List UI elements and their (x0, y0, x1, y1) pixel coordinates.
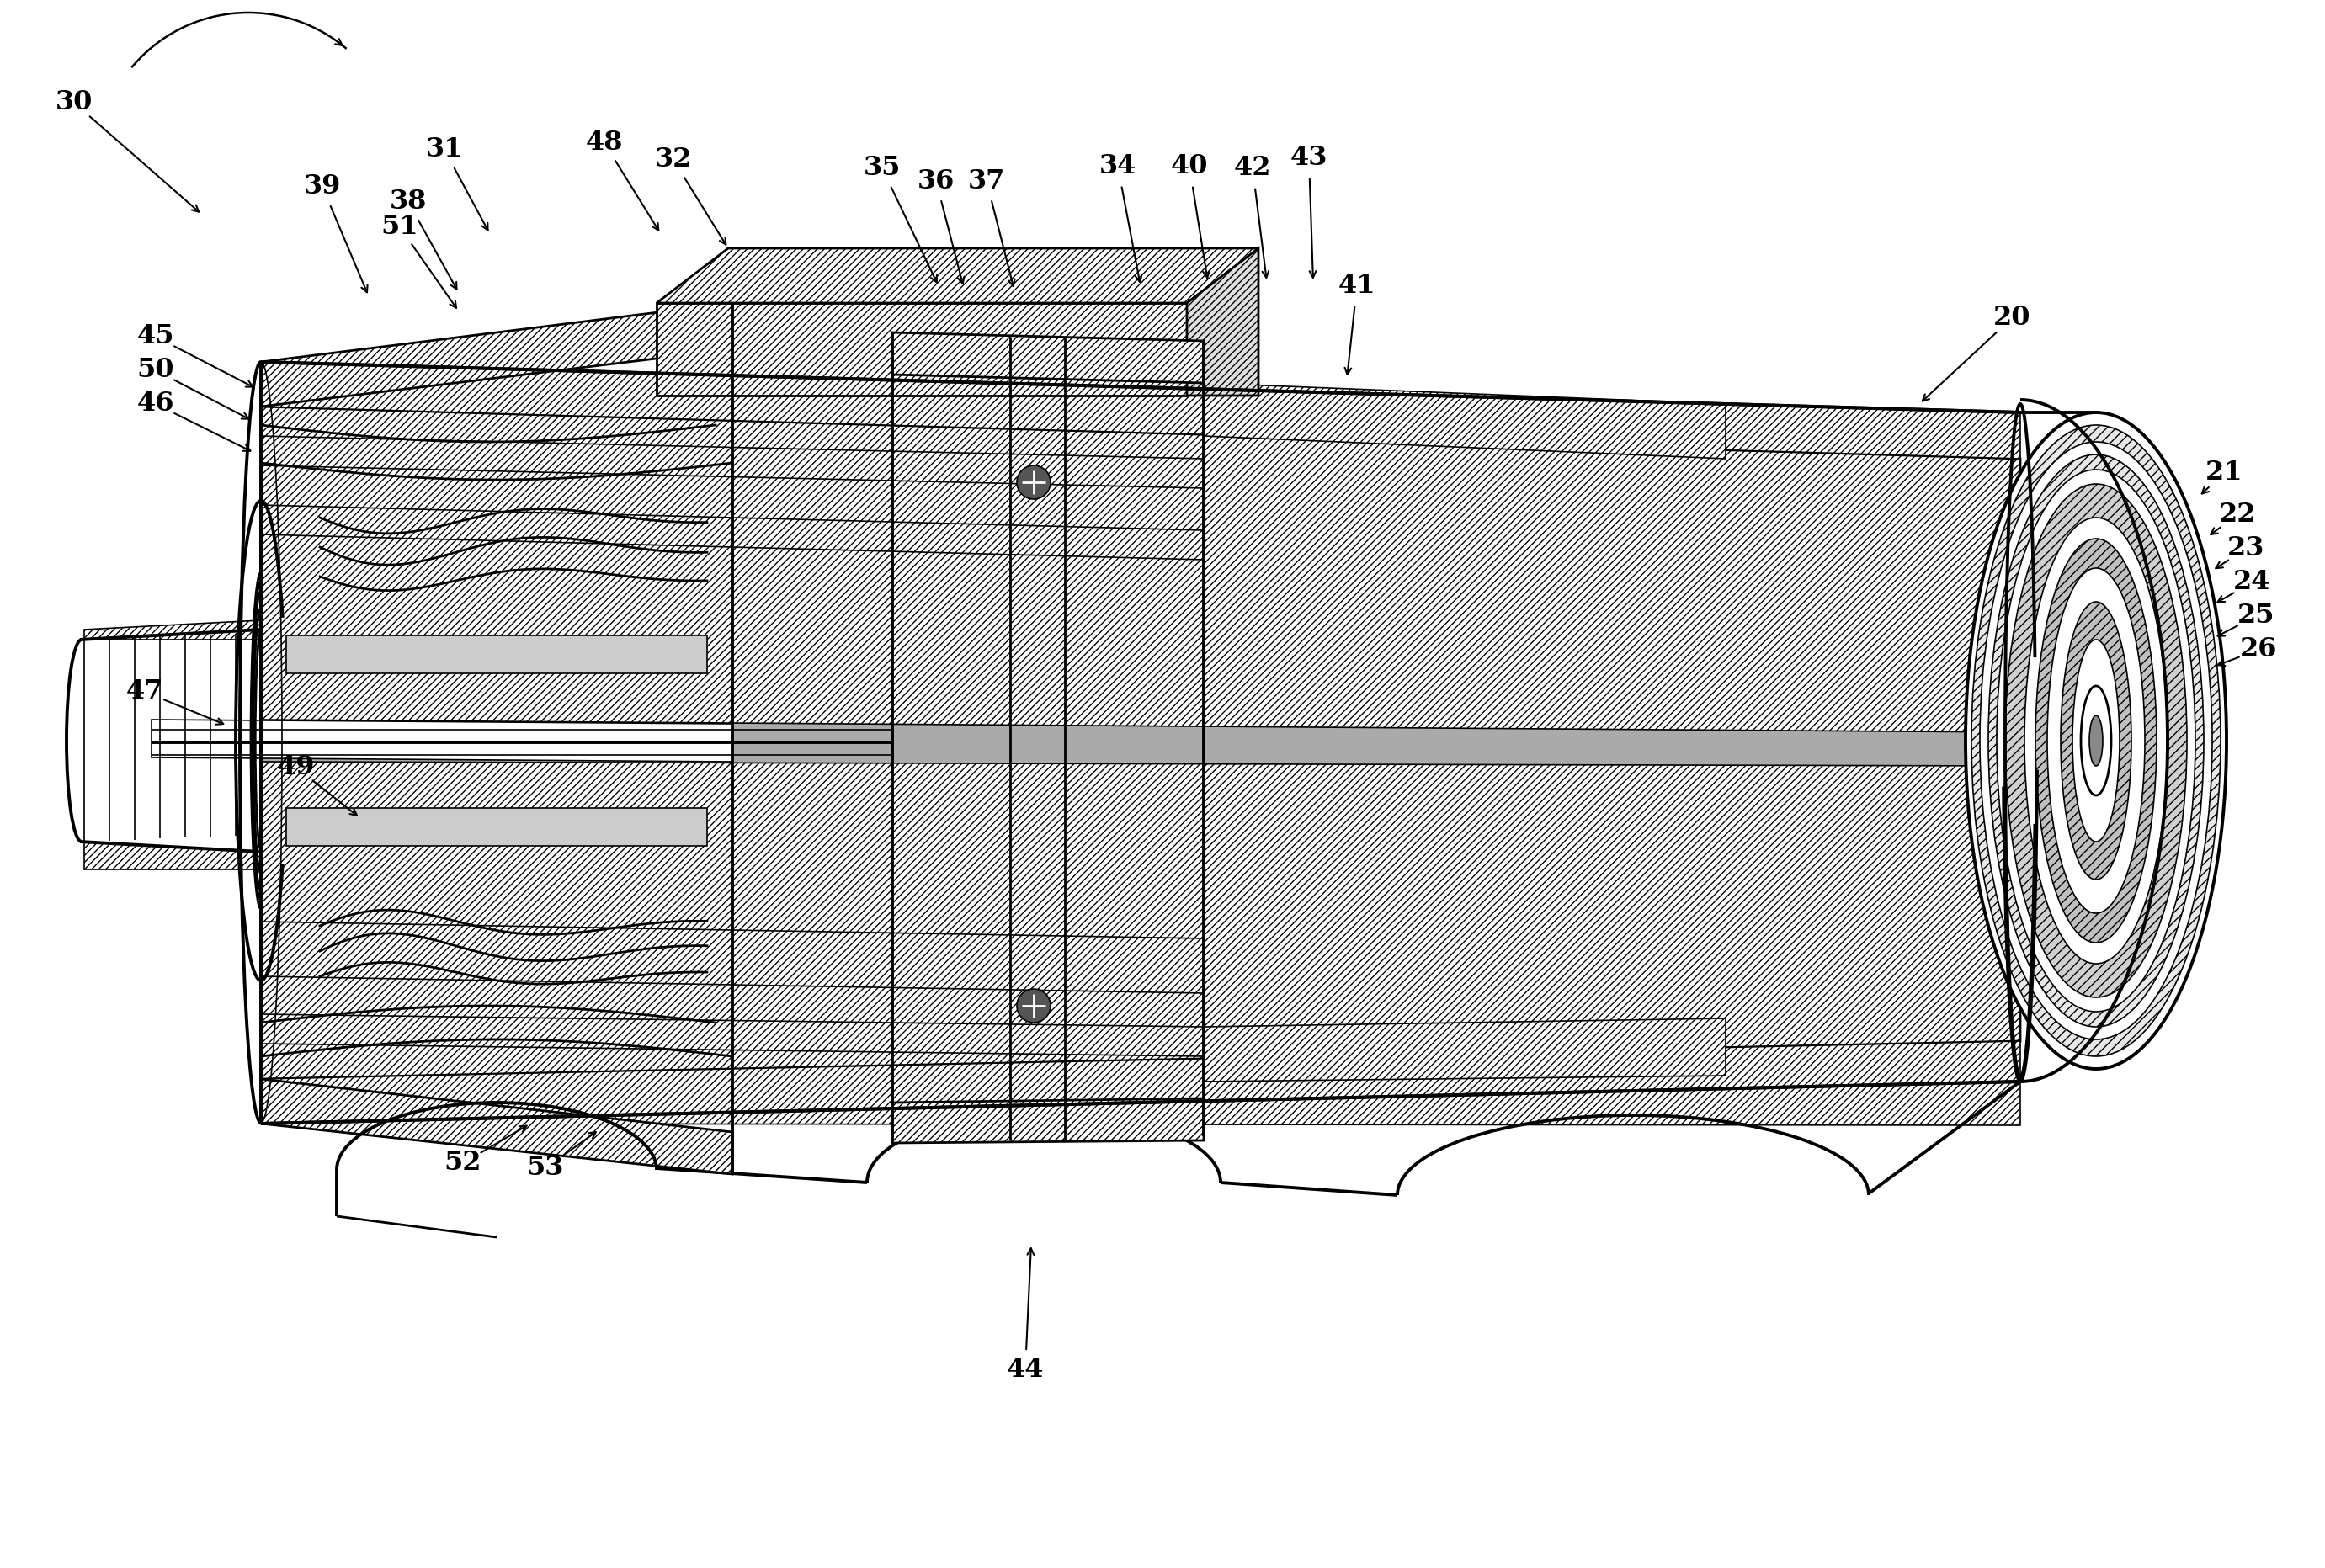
Text: 41: 41 (1339, 273, 1376, 299)
Text: 51: 51 (381, 215, 418, 240)
Text: 49: 49 (277, 754, 314, 781)
Polygon shape (1186, 248, 1258, 395)
Polygon shape (893, 1098, 1204, 1143)
Ellipse shape (2090, 715, 2102, 765)
Text: 37: 37 (967, 168, 1004, 194)
Polygon shape (286, 808, 707, 845)
Text: 21: 21 (2204, 459, 2244, 486)
Text: 43: 43 (1290, 146, 1328, 171)
Ellipse shape (1997, 470, 2195, 1011)
Polygon shape (893, 332, 1204, 383)
Polygon shape (656, 303, 1186, 395)
Ellipse shape (2034, 539, 2158, 942)
Polygon shape (260, 362, 2020, 1124)
Polygon shape (260, 362, 2020, 459)
Polygon shape (260, 406, 2020, 1079)
Text: 53: 53 (528, 1156, 565, 1181)
Text: 32: 32 (656, 147, 693, 172)
Text: 22: 22 (2218, 502, 2255, 528)
Text: 26: 26 (2239, 637, 2276, 663)
Text: 44: 44 (1007, 1358, 1044, 1383)
Polygon shape (1204, 383, 1725, 459)
Ellipse shape (1981, 442, 2211, 1040)
Polygon shape (84, 842, 260, 869)
Polygon shape (260, 303, 732, 406)
Text: 50: 50 (137, 358, 174, 383)
Text: 35: 35 (863, 155, 900, 182)
Polygon shape (260, 720, 2020, 765)
Polygon shape (656, 248, 1258, 303)
Text: 47: 47 (126, 679, 163, 706)
Text: 40: 40 (1172, 154, 1209, 180)
Ellipse shape (2072, 640, 2120, 842)
Polygon shape (286, 635, 707, 673)
Ellipse shape (2060, 602, 2132, 880)
Ellipse shape (1972, 425, 2220, 1057)
Text: 24: 24 (2232, 569, 2272, 596)
Text: 30: 30 (56, 89, 93, 116)
Polygon shape (84, 621, 260, 640)
Text: 45: 45 (137, 323, 174, 350)
Text: 48: 48 (586, 130, 623, 157)
Ellipse shape (1965, 412, 2227, 1069)
Text: 42: 42 (1235, 155, 1272, 182)
Ellipse shape (2081, 685, 2111, 795)
Text: 52: 52 (444, 1149, 481, 1176)
Text: 23: 23 (2227, 536, 2265, 561)
Polygon shape (151, 720, 732, 762)
Text: 25: 25 (2237, 604, 2274, 629)
Polygon shape (260, 1079, 732, 1174)
Polygon shape (260, 1041, 2020, 1126)
Text: 38: 38 (391, 190, 428, 215)
Text: 31: 31 (425, 136, 463, 163)
Text: 36: 36 (918, 168, 956, 194)
Ellipse shape (1988, 455, 2204, 1027)
Ellipse shape (2048, 568, 2146, 913)
Text: 20: 20 (1993, 306, 2030, 331)
Ellipse shape (1016, 989, 1051, 1022)
Ellipse shape (1016, 466, 1051, 499)
Ellipse shape (2025, 517, 2167, 964)
Text: 46: 46 (137, 390, 174, 417)
Polygon shape (1204, 1018, 1725, 1082)
Text: 34: 34 (1100, 154, 1137, 180)
Text: 39: 39 (305, 174, 342, 199)
Ellipse shape (2004, 485, 2188, 997)
